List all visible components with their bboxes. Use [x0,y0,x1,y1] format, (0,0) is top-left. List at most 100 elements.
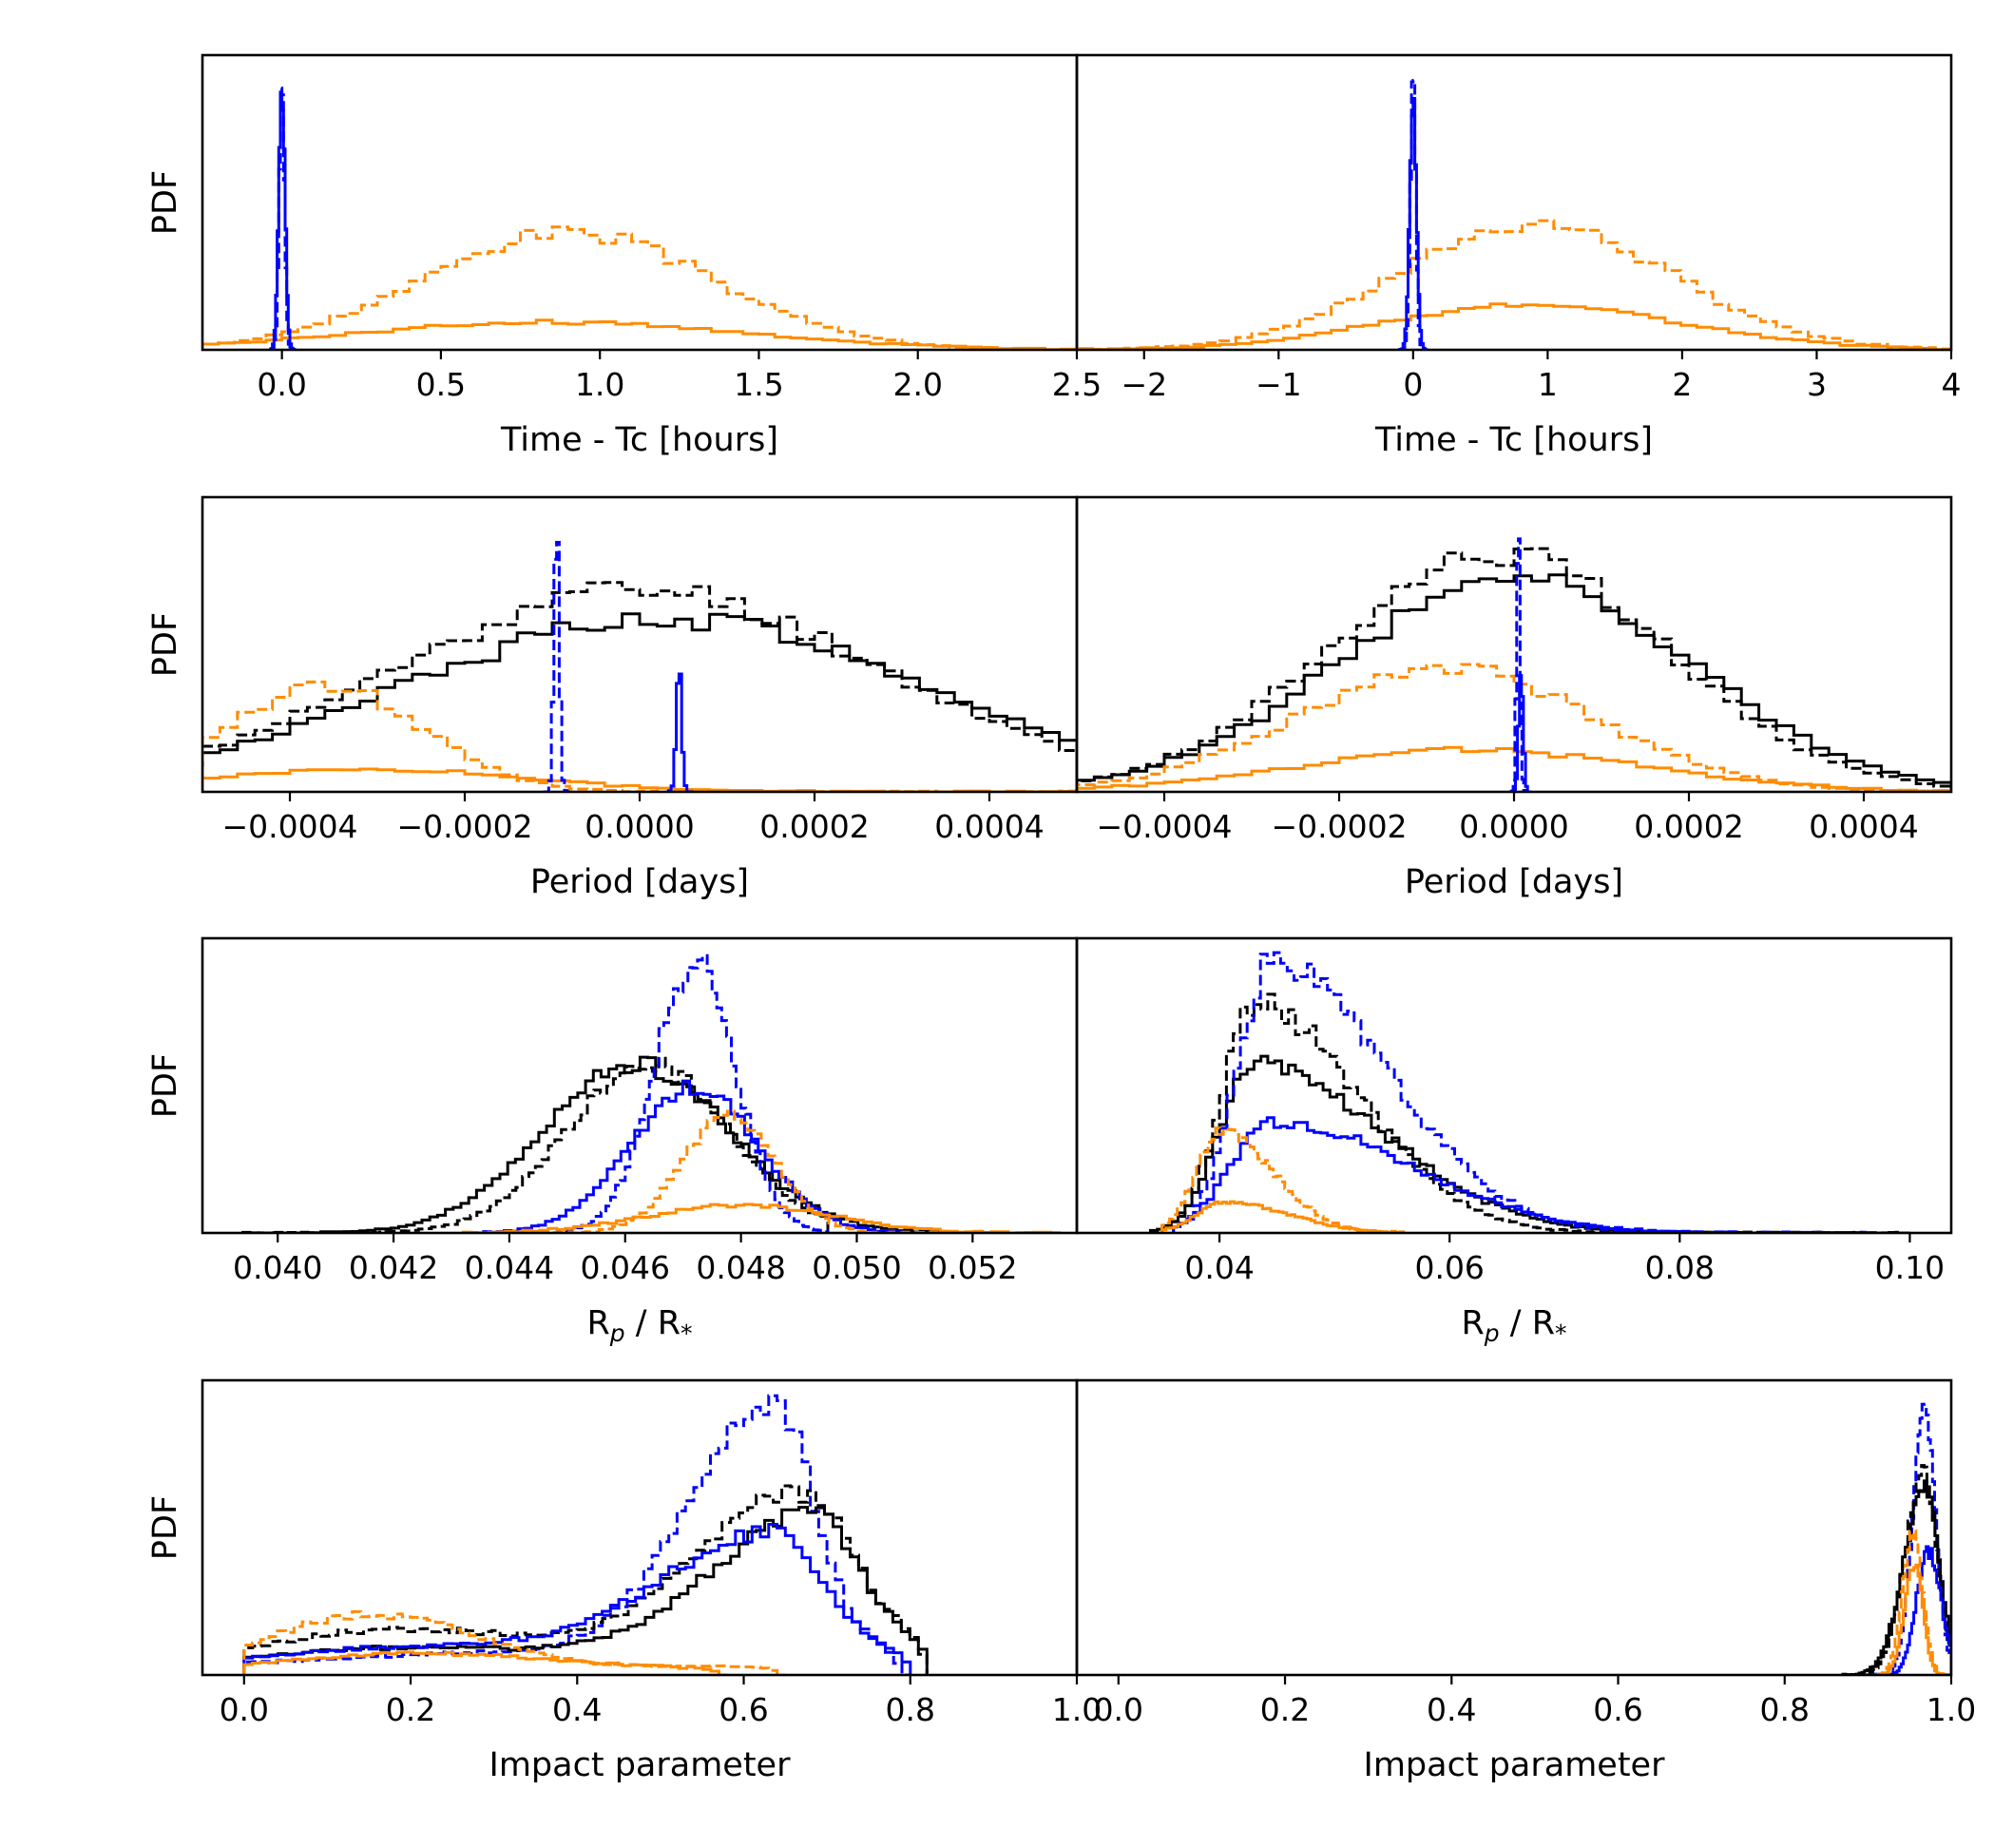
x-tick-label: 0.0002 [1634,808,1743,845]
x-tick-label: 0.2 [1260,1691,1310,1728]
x-tick-label: 0.4 [552,1691,602,1728]
hist-orange-solid [1077,302,1951,350]
hist-blue-solid [1866,1545,1951,1675]
hist-blue-dashed [543,541,570,792]
hist-orange-dashed [1077,219,1951,350]
panel-p21: 0.04 0.06 0.08 0.10 Rp / R* [1075,936,1953,1347]
x-tick-label: −0.0004 [221,808,357,845]
hist-orange-solid [461,1203,1062,1233]
y-axis-label: PDF [146,612,184,677]
hist-blue-dashed [1509,537,1529,792]
x-tick-label: 0.0 [1094,1691,1143,1728]
hist-black-solid [1077,573,1951,792]
x-tick-label: −0.0004 [1096,808,1232,845]
x-tick-label: 0.0000 [585,808,694,845]
hist-orange-solid [202,767,1077,792]
x-tick-label: 2.5 [1052,366,1102,403]
panel-p11: −0.0004 −0.0002 0.0000 0.0002 0.0004 Period [… [1075,495,1953,901]
panel-p30: 0.0 0.2 0.4 0.6 0.8 1.0 Impact parameter PDF [146,1378,1102,1784]
hist-blue-solid [463,1079,946,1233]
x-tick-label: 0 [1403,366,1423,403]
x-tick-label: 1 [1538,366,1558,403]
x-tick-label: 4 [1942,366,1962,403]
x-tick-label: 0.08 [1645,1249,1715,1286]
hist-black-solid [242,1506,929,1675]
x-tick-label: 0.04 [1184,1249,1254,1286]
x-tick-label: −1 [1256,366,1302,403]
x-axis-label: Rp / R* [586,1304,692,1347]
x-axis-label: Impact parameter [1364,1746,1666,1784]
x-tick-label: 0.052 [928,1249,1017,1286]
hist-black-dashed [242,1484,929,1675]
panel-p20: 0.040 0.042 0.044 0.046 0.048 0.050 0.052 Rp / … [146,936,1079,1347]
x-tick-label: 0.5 [416,366,466,403]
y-axis-label: PDF [146,1495,184,1560]
x-tick-label: −0.0002 [396,808,532,845]
x-tick-label: 0.8 [1760,1691,1810,1728]
x-axis-label: Time - Tc [hours] [1374,421,1653,459]
x-tick-label: 1.5 [734,366,783,403]
panel-p01: −2 −1 0 1 2 3 4 Time - Tc [hours] [1075,53,1962,459]
series-group [242,1394,929,1675]
x-axis-label: Period [days] [1405,863,1623,901]
x-axis-label: Impact parameter [489,1746,792,1784]
hist-orange-solid [202,318,1077,350]
x-tick-label: 0.0000 [1459,808,1568,845]
x-tick-label: 0.4 [1427,1691,1476,1728]
hist-blue-solid [242,1523,912,1675]
x-tick-label: 1.0 [1052,1691,1102,1728]
series-group [202,87,1077,350]
hist-blue-solid [665,672,694,792]
x-axis-label: Period [days] [530,863,749,901]
x-tick-label: 2.0 [892,366,942,403]
x-tick-label: 3 [1807,366,1827,403]
hist-black-solid [241,1055,946,1233]
axes-frame [1075,53,1953,352]
x-tick-label: 0.0004 [934,808,1044,845]
hist-orange-dashed [1874,1529,1951,1675]
hist-orange-solid [242,1650,727,1675]
x-tick-label: −0.0002 [1271,808,1407,845]
hist-blue-dashed [1172,951,1910,1233]
x-tick-label: 0.2 [386,1691,435,1728]
x-tick-label: 0.6 [1593,1691,1642,1728]
hist-black-solid [202,612,1077,792]
hist-blue-solid [1172,1116,1910,1233]
hist-blue-solid [1511,674,1532,792]
x-tick-label: 0.06 [1414,1249,1484,1286]
x-tick-label: 0.042 [349,1249,438,1286]
x-tick-label: 1.0 [575,366,624,403]
x-tick-label: 0.0004 [1809,808,1918,845]
panel-p31: 0.0 0.2 0.4 0.6 0.8 1.0 Impact parameter [1075,1378,1976,1784]
hist-black-solid [1841,1479,1951,1675]
x-axis-label: Time - Tc [hours] [500,421,778,459]
x-tick-label: −2 [1121,366,1167,403]
x-tick-label: 0.0 [220,1691,269,1728]
panel-p00: 0.0 0.5 1.0 1.5 2.0 2.5 Time - Tc [hours] PDF [146,53,1102,459]
x-tick-label: 0.0002 [759,808,869,845]
x-tick-label: 0.8 [886,1691,935,1728]
hist-blue-dashed [242,1394,911,1675]
x-tick-label: 0.10 [1875,1249,1945,1286]
hist-blue-solid [269,90,297,350]
series-group [241,953,1062,1233]
hist-black-dashed [202,581,1077,792]
x-tick-label: 0.050 [812,1249,901,1286]
series-group [1077,537,1951,792]
x-tick-label: 0.048 [696,1249,785,1286]
y-axis-label: PDF [146,170,184,235]
x-axis-label: Rp / R* [1461,1304,1566,1347]
axes-frame [1075,936,1953,1235]
hist-orange-solid [1160,1200,1406,1233]
x-tick-label: 1.0 [1927,1691,1976,1728]
axes-frame [1075,1378,1953,1677]
x-tick-label: 0.6 [719,1691,768,1728]
x-tick-label: 2 [1672,366,1692,403]
hist-black-dashed [1077,547,1951,792]
panel-p10: −0.0004 −0.0002 0.0000 0.0002 0.0004 Period [… [146,495,1079,901]
x-tick-label: 0.044 [465,1249,554,1286]
hist-blue-solid [1398,97,1427,350]
x-tick-label: 0.0 [257,366,306,403]
